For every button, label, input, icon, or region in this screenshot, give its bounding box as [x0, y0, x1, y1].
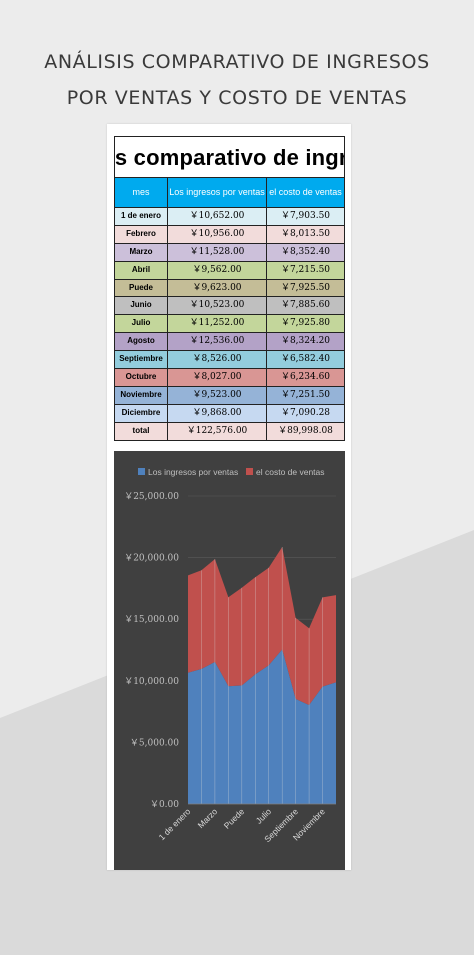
income-cell: ￥10,523.00: [168, 297, 267, 315]
month-cell: total: [115, 422, 168, 440]
cost-cell: ￥6,582.40: [280, 354, 331, 365]
legend-swatch-income: [138, 468, 145, 475]
y-tick-label: ￥15,000.00: [124, 615, 179, 625]
month-cell: Abril: [115, 261, 168, 279]
table-row: Marzo ￥11,528.00 ￥8,352.40: [114, 243, 345, 262]
cost-cell: ￥7,885.60: [280, 300, 331, 311]
income-cell: ￥10,956.00: [168, 225, 267, 243]
table-row: total ￥122,576.00 ￥89,998.08: [114, 422, 345, 441]
y-tick-label: ￥0.00: [150, 800, 179, 810]
series-area-cost: [188, 547, 336, 706]
table-row: Julio ￥11,252.00 ￥7,925.80: [114, 315, 345, 334]
table-row: Abril ￥9,562.00 ￥7,215.50: [114, 261, 345, 280]
cost-cell: ￥7,925.80: [280, 318, 331, 329]
table-row: Puede ￥9,623.00 ￥7,925.50: [114, 279, 345, 298]
table-row: Agosto ￥12,536.00 ￥8,324.20: [114, 333, 345, 352]
y-tick-label: ￥20,000.00: [124, 554, 179, 564]
month-cell: Septiembre: [115, 351, 168, 369]
table-body: 1 de enero ￥10,652.00 ￥7,903.50 Febrero ￥10,…: [114, 208, 345, 441]
table-row: 1 de enero ￥10,652.00 ￥7,903.50: [114, 208, 345, 226]
income-cell: ￥9,523.00: [168, 386, 267, 404]
income-cell: ￥9,623.00: [168, 279, 267, 297]
legend-swatch-cost: [246, 468, 253, 475]
cost-cell: ￥7,215.50: [280, 264, 331, 275]
income-cell: ￥122,576.00: [168, 422, 267, 440]
header-income: Los ingresos por ventas: [168, 178, 267, 207]
income-cell: ￥9,562.00: [168, 261, 267, 279]
month-cell: 1 de enero: [115, 208, 168, 225]
page-heading-line-1: ANÁLISIS COMPARATIVO DE INGRESOS: [44, 51, 430, 73]
legend-label-cost: el costo de ventas: [256, 467, 325, 477]
series-area-income: [188, 649, 336, 804]
table-row: Junio ￥10,523.00 ￥7,885.60: [114, 297, 345, 316]
income-cell: ￥8,027.00: [168, 369, 267, 386]
header-month: mes: [115, 178, 168, 207]
y-tick-label: ￥10,000.00: [124, 677, 179, 687]
comparison-table: análisis comparativo de ingresos y costo…: [114, 136, 345, 441]
y-tick-label: ￥25,000.00: [124, 492, 179, 502]
month-cell: Julio: [115, 315, 168, 333]
table-row: Febrero ￥10,956.00 ￥8,013.50: [114, 225, 345, 244]
table-row: Octubre ￥8,027.00 ￥6,234.60: [114, 369, 345, 387]
cost-cell: ￥7,090.28: [280, 407, 331, 418]
table-row: Diciembre ￥9,868.00 ￥7,090.28: [114, 404, 345, 423]
income-cell: ￥11,528.00: [168, 243, 267, 261]
month-cell: Diciembre: [115, 404, 168, 422]
cost-cell: ￥7,925.50: [280, 282, 331, 293]
cost-cell: ￥8,324.20: [280, 336, 331, 347]
cost-cell: ￥8,352.40: [280, 246, 331, 257]
table-title-cell: análisis comparativo de ingresos y costo…: [114, 136, 345, 177]
income-cell: ￥9,868.00: [168, 404, 267, 422]
month-cell: Marzo: [115, 243, 168, 261]
table-row: Septiembre ￥8,526.00 ￥6,582.40: [114, 351, 345, 370]
cost-cell: ￥7,251.50: [280, 389, 331, 400]
table-header-row: mes Los ingresos por ventas el costo de …: [114, 177, 345, 208]
page-heading-line-2: POR VENTAS Y COSTO DE VENTAS: [66, 87, 408, 109]
table-title: análisis comparativo de ingresos y costo…: [114, 145, 345, 170]
month-cell: Noviembre: [115, 386, 168, 404]
cost-cell: ￥6,234.60: [280, 372, 331, 383]
y-tick-label: ￥5,000.00: [130, 738, 179, 748]
income-cell: ￥11,252.00: [168, 315, 267, 333]
month-cell: Octubre: [115, 369, 168, 386]
header-cost: el costo de ventas: [269, 187, 342, 197]
month-cell: Agosto: [115, 333, 168, 351]
legend-label-income: Los ingresos por ventas: [148, 467, 238, 477]
table-row: Noviembre ￥9,523.00 ￥7,251.50: [114, 386, 345, 405]
income-cell: ￥12,536.00: [168, 333, 267, 351]
cost-cell: ￥7,903.50: [280, 211, 331, 221]
cost-cell: ￥89,998.08: [278, 425, 333, 436]
income-cell: ￥8,526.00: [168, 351, 267, 369]
month-cell: Junio: [115, 297, 168, 315]
income-cell: ￥10,652.00: [168, 208, 267, 225]
month-cell: Puede: [115, 279, 168, 297]
month-cell: Febrero: [115, 225, 168, 243]
cost-cell: ￥8,013.50: [280, 228, 331, 239]
stacked-area-chart: ￥0.00 ￥5,000.00 ￥10,000.00 ￥15,000.00 ￥20,00…: [114, 451, 345, 870]
